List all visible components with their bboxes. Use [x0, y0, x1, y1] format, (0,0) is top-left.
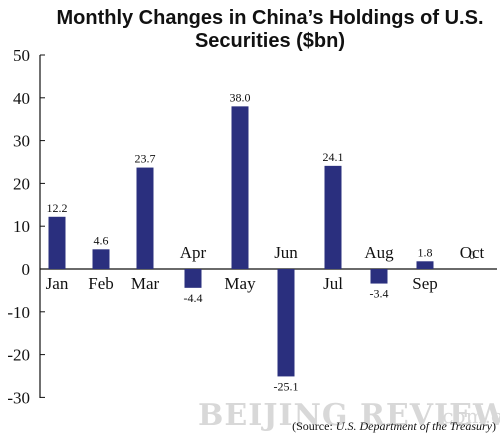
y-tick-label: 40: [13, 89, 30, 108]
category-label: Feb: [88, 274, 114, 293]
watermark-domain: .com.cn: [436, 404, 500, 428]
watermark-logo: BEIJING REVIEW: [198, 398, 500, 433]
value-label: 0: [469, 248, 475, 262]
bar-aug: [370, 269, 388, 284]
category-label: Jan: [46, 274, 69, 293]
bar-jul: [324, 165, 342, 269]
y-tick-label: -20: [7, 346, 30, 365]
source-name: U.S. Department of the Treasury: [336, 419, 493, 433]
value-label: 38.0: [230, 90, 251, 104]
chart-title-line-1: Monthly Changes in China’s Holdings of U…: [56, 7, 483, 29]
category-label: May: [224, 274, 256, 293]
y-tick-label: 10: [13, 217, 30, 236]
value-label: 24.1: [323, 150, 344, 164]
y-tick-label: -10: [7, 303, 30, 322]
category-label: Oct: [460, 243, 485, 262]
category-label: Jul: [323, 274, 343, 293]
y-tick-label: 50: [13, 46, 30, 65]
y-axis-ticks: 50 40 30 20 10 0 -10 -20 -30: [7, 46, 45, 407]
source-suffix: ): [492, 419, 496, 433]
source-note: (Source: U.S. Department of the Treasury…: [292, 419, 496, 433]
value-label: 12.2: [47, 201, 68, 215]
bar-apr: [184, 269, 202, 288]
value-label: 23.7: [135, 152, 156, 166]
value-label: -4.4: [184, 291, 203, 305]
category-labels: Jan Feb Mar Apr May Jun Jul Aug Sep Oct: [46, 243, 485, 293]
bar-feb: [92, 249, 110, 269]
bar-sep: [416, 261, 434, 269]
chart-title-line-2: Securities ($bn): [195, 30, 345, 52]
y-tick-label: 0: [22, 260, 31, 279]
y-tick-label: 20: [13, 174, 30, 193]
category-label: Apr: [180, 243, 207, 262]
bar-mar: [136, 167, 154, 269]
category-label: Aug: [364, 243, 394, 262]
bar-jun: [277, 269, 295, 377]
value-label: -25.1: [274, 379, 299, 393]
bar-may: [231, 106, 249, 269]
category-label: Jun: [274, 243, 298, 262]
category-label: Mar: [131, 274, 160, 293]
value-labels: 12.2 4.6 23.7 -4.4 38.0 -25.1 24.1 -3.4 1.8 0: [47, 90, 476, 393]
bars: [48, 106, 434, 377]
value-label: -3.4: [370, 287, 389, 301]
watermark: BEIJING REVIEW .com.cn: [198, 398, 500, 433]
category-label: Sep: [412, 274, 438, 293]
y-tick-label: 30: [13, 132, 30, 151]
value-label: 1.8: [418, 245, 433, 259]
chart-title: Monthly Changes in China’s Holdings of U…: [56, 7, 483, 52]
source-prefix: (Source:: [292, 419, 336, 433]
bar-jan: [48, 216, 66, 269]
y-tick-label: -30: [7, 388, 30, 407]
value-label: 4.6: [94, 233, 109, 247]
